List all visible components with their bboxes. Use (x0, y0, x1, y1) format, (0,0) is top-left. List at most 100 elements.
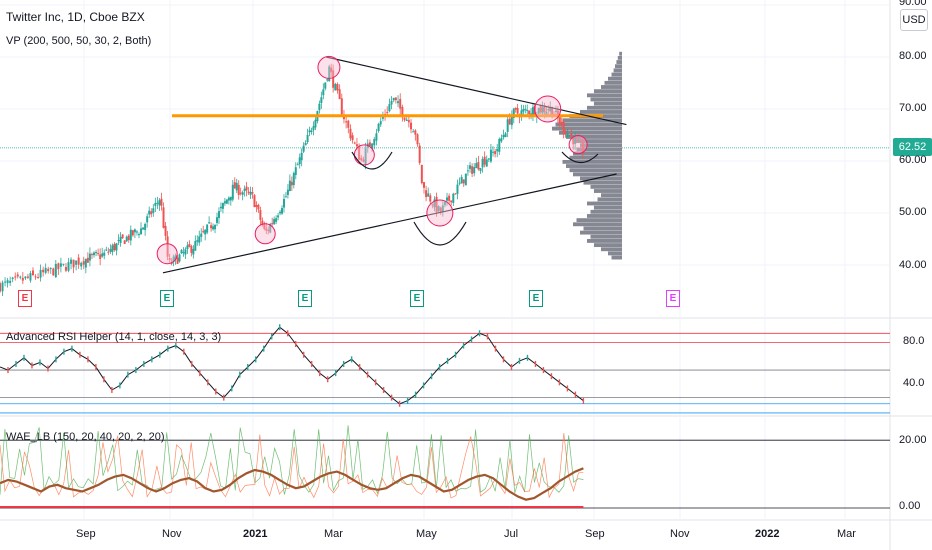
candle-body (178, 254, 181, 262)
candle-body (229, 196, 232, 201)
candle-body (192, 248, 195, 255)
candle-body (336, 84, 339, 91)
vp-indicator-label[interactable]: VP (200, 500, 50, 30, 2, Both) (6, 35, 152, 47)
candle-body (528, 110, 531, 115)
candle-body (371, 143, 374, 149)
candle-body (217, 211, 220, 218)
candle-body (216, 217, 219, 223)
earnings-badge[interactable]: E (298, 290, 312, 307)
candle-body (47, 268, 50, 272)
candle-body (577, 140, 580, 142)
volume-profile-bar (559, 130, 622, 135)
price-axis-tick: 50.00 (899, 206, 927, 218)
wae-panel (0, 425, 890, 509)
candle-body (351, 135, 354, 141)
candle-body (174, 255, 177, 260)
candle-body (135, 231, 138, 233)
candle-body (475, 163, 478, 169)
candle-body (208, 222, 211, 224)
rsi-indicator-label[interactable]: Advanced RSI Helper (14, 1, close, 14, 3… (6, 331, 222, 343)
candle-body (9, 280, 12, 283)
volume-profile-bar (573, 139, 622, 144)
candle-body (322, 89, 325, 96)
candle-body (414, 130, 417, 135)
earnings-badge[interactable]: E (666, 290, 680, 307)
volume-profile (552, 51, 622, 260)
candle-body (288, 180, 291, 192)
candle-body (277, 215, 280, 218)
rsi-axis-tick: 40.0 (903, 377, 925, 389)
earnings-badge[interactable]: E (18, 290, 32, 307)
earnings-badge[interactable]: E (529, 290, 543, 307)
volume-profile-bar (587, 239, 622, 243)
candle-body (235, 182, 238, 191)
candle-body (37, 277, 40, 279)
candle-body (300, 152, 303, 161)
candle-body (579, 140, 582, 143)
last-price-tag: 62.52 (893, 138, 932, 156)
candle-body (97, 253, 100, 255)
rsi-panel (0, 324, 890, 414)
candle-body (162, 207, 165, 228)
volume-profile-bar (569, 168, 622, 173)
cup-arc (561, 151, 599, 164)
candle-body (26, 276, 29, 278)
candle-body (286, 189, 289, 195)
candle-body (462, 179, 465, 184)
candle-body (477, 162, 480, 170)
candle-body (82, 261, 85, 265)
candle-body (284, 196, 287, 198)
highlight-circle (568, 135, 588, 155)
candle-body (568, 135, 571, 137)
candle-body (49, 267, 52, 269)
candle-body (349, 128, 352, 139)
volume-profile-bar (604, 80, 622, 85)
highlight-circle (254, 223, 276, 245)
volume-profile-bar (601, 85, 622, 89)
wae-trend-down (0, 433, 584, 499)
symbol-title[interactable]: Twitter Inc, 1D, Cboe BZX (6, 10, 145, 24)
candle-body (324, 82, 327, 89)
rsi-axis-tick: 80.0 (903, 335, 925, 347)
candle-body (306, 135, 309, 143)
price-axis-tick: 90.00 (899, 0, 927, 8)
candle-body (364, 148, 367, 165)
volume-profile-bar (590, 234, 622, 239)
candle-body (485, 159, 488, 167)
volume-profile-bar (594, 101, 622, 106)
candle-body (401, 106, 404, 118)
wae-indicator-label[interactable]: WAE_LB (150, 20, 40, 20, 2, 20) (6, 431, 165, 443)
candle-body (146, 216, 149, 223)
earnings-badge[interactable]: E (160, 290, 174, 307)
volume-profile-bar (566, 135, 622, 139)
candle-body (433, 199, 436, 208)
candle-body (492, 151, 495, 153)
volume-profile-bar (569, 155, 622, 160)
candle-body (127, 235, 130, 241)
candle-body (282, 198, 285, 208)
candle-body (137, 234, 140, 236)
candle-body (407, 120, 410, 123)
volume-profile-bar (590, 209, 622, 214)
candle-body (554, 110, 557, 112)
candle-body (450, 200, 453, 203)
candle-body (320, 97, 323, 103)
candle-body (24, 276, 27, 279)
candle-body (129, 229, 132, 241)
candle-body (225, 199, 228, 204)
candle-body (265, 228, 268, 231)
candle-body (543, 105, 546, 113)
candle-body (516, 107, 519, 114)
candle-body (121, 234, 124, 239)
volume-profile-bar (615, 64, 622, 69)
earnings-badge[interactable]: E (410, 290, 424, 307)
currency-selector[interactable]: USD (900, 9, 928, 31)
trendline-upper (326, 56, 627, 126)
volume-profile-bar (566, 164, 622, 168)
candle-body (239, 192, 242, 194)
candle-body (429, 195, 432, 202)
candle-body (318, 103, 321, 111)
volume-profile-bar (594, 189, 622, 193)
candle-body (241, 192, 244, 195)
candle-body (510, 115, 513, 126)
